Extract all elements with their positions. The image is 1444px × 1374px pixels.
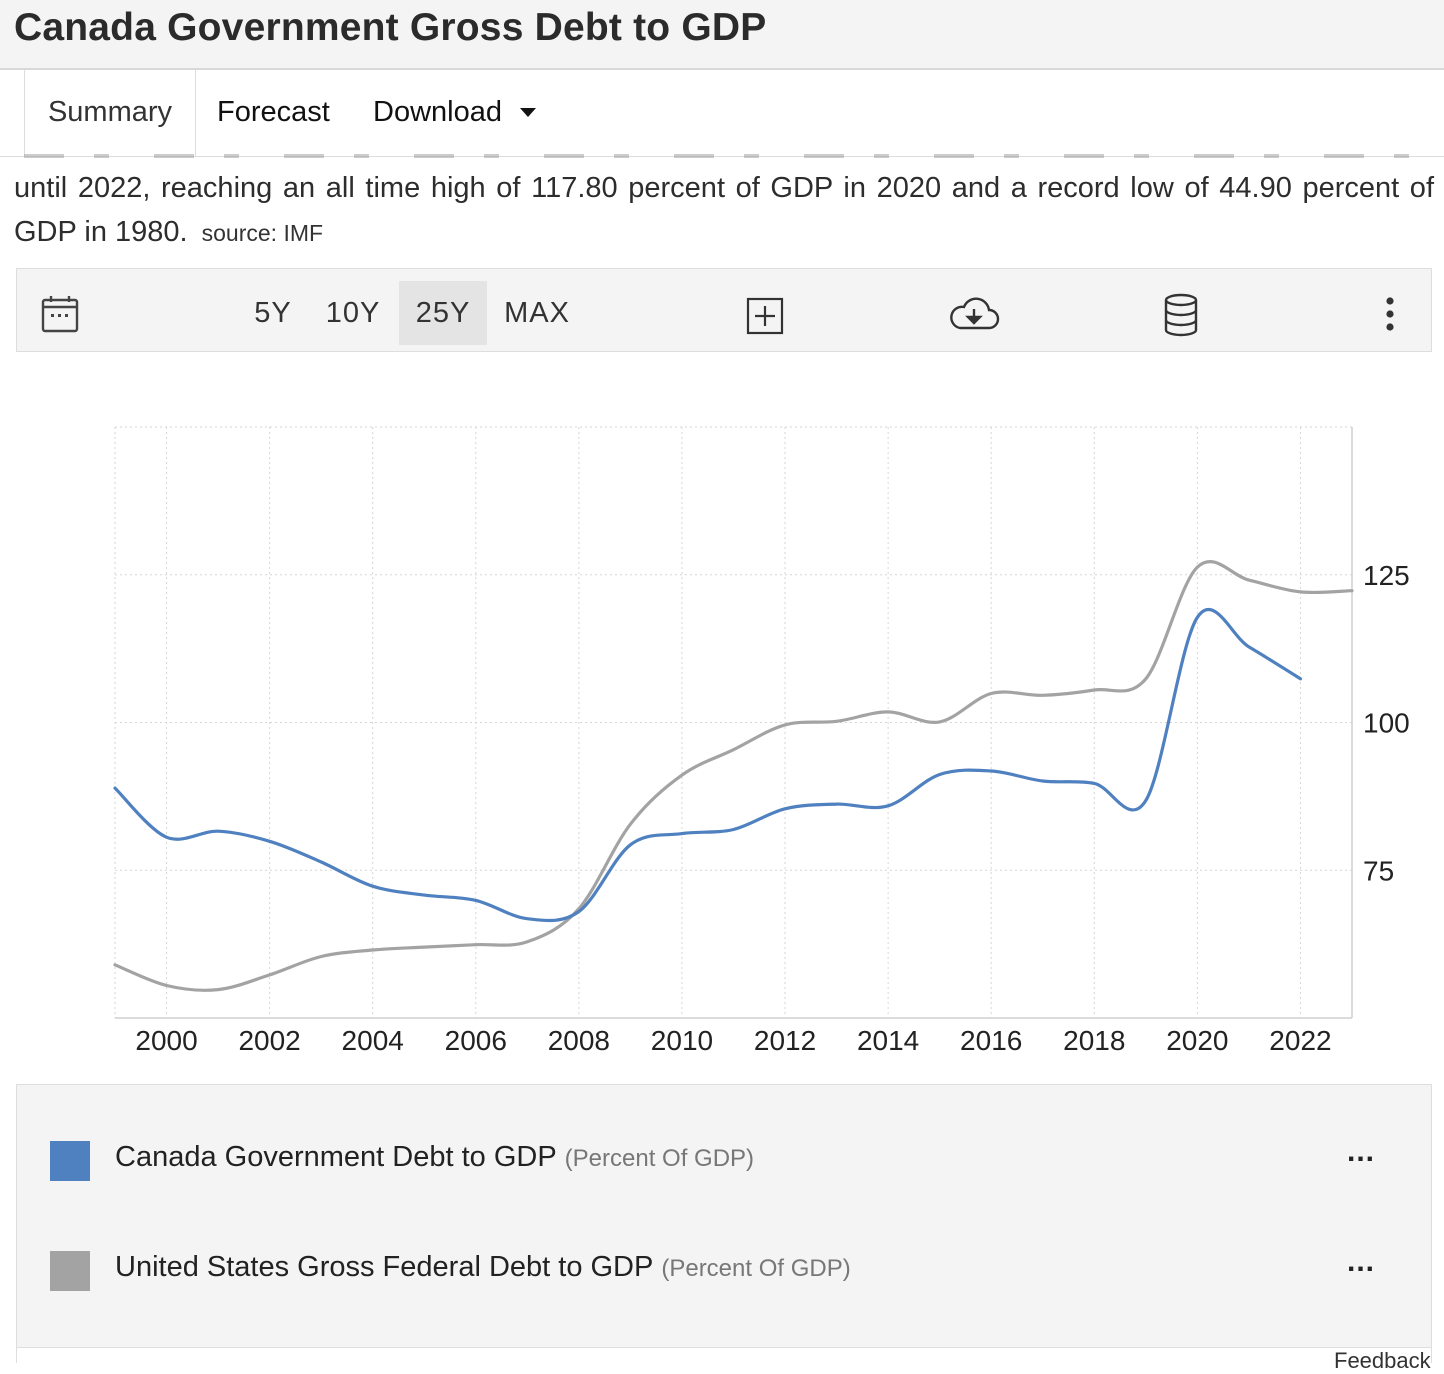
description-text: until 2022, reaching an all time high of… <box>14 172 1434 248</box>
x-tick-label: 2018 <box>1063 1025 1125 1056</box>
add-indicator-icon[interactable] <box>746 297 784 340</box>
description: until 2022, reaching an all time high of… <box>14 166 1434 255</box>
page-title: Canada Government Gross Debt to GDP <box>14 6 767 49</box>
y-tick-labels: 75 100 125 <box>1363 560 1410 887</box>
range-5y[interactable]: 5Y <box>254 297 292 329</box>
range-max[interactable]: MAX <box>504 297 570 329</box>
x-tick-label: 2012 <box>754 1025 816 1056</box>
legend-name: United States Gross Federal Debt to GDP (… <box>115 1251 851 1284</box>
range-10y[interactable]: 10Y <box>325 297 381 329</box>
x-tick-labels: 2000 2002 2004 2006 2008 2010 2012 2014 2016 2018… <box>135 1025 1331 1056</box>
legend-more-button[interactable]: ... <box>1346 1135 1375 1168</box>
source-label: source: IMF <box>201 220 324 246</box>
chart-area: 2000 2002 2004 2006 2008 2010 2012 2014 2016 2018… <box>16 352 1430 1084</box>
legend-unit: (Percent Of GDP) <box>564 1145 755 1172</box>
series-line-us <box>113 560 1354 992</box>
clipped-text-line <box>24 154 1434 158</box>
legend-item-us[interactable]: United States Gross Federal Debt to GDP (… <box>17 1241 1431 1301</box>
tab-download[interactable]: Download <box>373 70 536 156</box>
x-tick-label: 2016 <box>960 1025 1022 1056</box>
y-tick-label: 125 <box>1363 560 1410 591</box>
legend-swatch-canada <box>50 1141 90 1181</box>
legend-item-canada[interactable]: Canada Government Debt to GDP (Percent Of… <box>17 1131 1431 1191</box>
y-tick-label: 100 <box>1363 708 1410 739</box>
grid <box>114 426 1352 1018</box>
legend-swatch-us <box>50 1251 90 1291</box>
axes <box>115 427 1353 1019</box>
tab-download-label: Download <box>373 96 502 128</box>
series-line-canada <box>113 607 1303 923</box>
legend-name: Canada Government Debt to GDP (Percent Of… <box>115 1141 754 1174</box>
x-tick-label: 2002 <box>238 1025 300 1056</box>
y-tick-label: 75 <box>1363 855 1394 886</box>
legend-more-button[interactable]: ... <box>1346 1245 1375 1278</box>
x-tick-label: 2020 <box>1166 1025 1228 1056</box>
calendar-icon[interactable] <box>41 295 79 338</box>
cloud-download-icon[interactable] <box>947 295 1001 340</box>
chevron-down-icon <box>519 108 536 117</box>
series-lines <box>113 560 1354 992</box>
x-tick-label: 2014 <box>857 1025 919 1056</box>
chart-toolbar: 5Y 10Y 25Y MAX <box>16 268 1432 352</box>
tab-forecast[interactable]: Forecast <box>217 96 330 128</box>
tab-summary[interactable]: Summary <box>24 70 196 156</box>
x-tick-label: 2010 <box>651 1025 713 1056</box>
x-tick-label: 2000 <box>135 1025 197 1056</box>
range-25y[interactable]: 25Y <box>399 281 487 345</box>
x-tick-label: 2004 <box>342 1025 404 1056</box>
more-vert-icon[interactable] <box>1384 297 1396 336</box>
legend-label: United States Gross Federal Debt to GDP <box>115 1251 654 1283</box>
legend: Canada Government Debt to GDP (Percent Of… <box>16 1084 1432 1348</box>
x-tick-label: 2008 <box>548 1025 610 1056</box>
tab-bar: Summary Forecast Download <box>0 70 1444 157</box>
feedback-link[interactable]: Feedback <box>1334 1348 1431 1373</box>
database-icon[interactable] <box>1163 293 1199 342</box>
line-chart[interactable]: 2000 2002 2004 2006 2008 2010 2012 2014 2016 2018… <box>16 352 1430 1084</box>
panel-edge <box>16 1347 1432 1363</box>
legend-label: Canada Government Debt to GDP <box>115 1141 557 1173</box>
x-tick-label: 2022 <box>1269 1025 1331 1056</box>
legend-unit: (Percent Of GDP) <box>661 1255 851 1282</box>
title-bar: Canada Government Gross Debt to GDP <box>0 0 1444 70</box>
x-tick-label: 2006 <box>445 1025 507 1056</box>
